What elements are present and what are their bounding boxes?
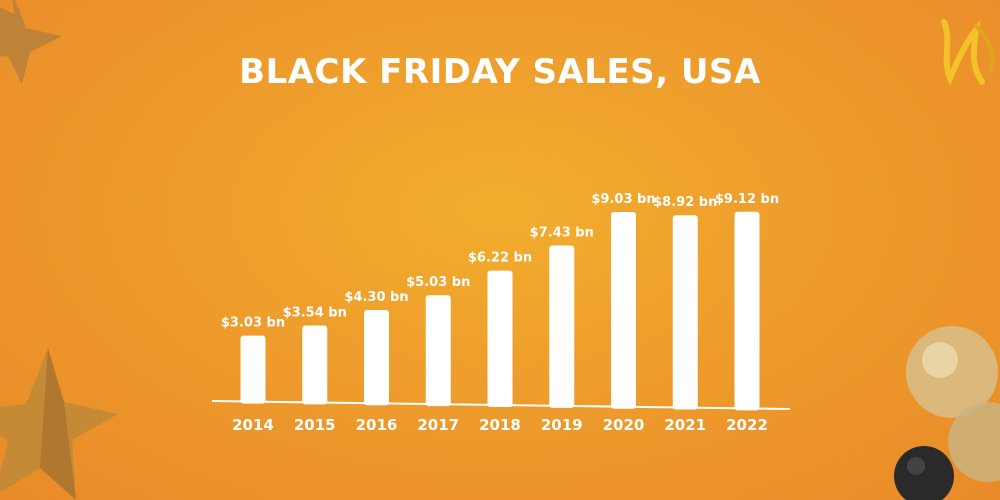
- data-label-2015: $3.54 bn: [283, 305, 347, 320]
- x-tick-label-2021: 2021: [664, 416, 706, 434]
- data-label-2019: $7.43 bn: [530, 225, 594, 240]
- data-label-2017: $5.03 bn: [406, 275, 470, 290]
- data-label-2014: $3.03 bn: [221, 316, 285, 331]
- data-label-2018: $6.22 bn: [468, 251, 532, 266]
- chart-title: BLACK FRIDAY SALES, USA: [239, 52, 761, 92]
- data-label-2020: $9.03 bn: [591, 192, 655, 207]
- bar-2020: [611, 212, 636, 409]
- x-tick-label-2014: 2014: [232, 416, 274, 434]
- data-labels-group: $3.03 bn$3.54 bn$4.30 bn$5.03 bn $6.22 bn…: [221, 192, 779, 331]
- bar-2021: [672, 215, 698, 410]
- bar-2014: [240, 335, 266, 404]
- bar-2019: [549, 245, 575, 408]
- x-tick-label-2017: 2017: [417, 416, 459, 434]
- x-tick-label-2018: 2018: [479, 416, 521, 434]
- x-tick-label-2019: 2019: [541, 416, 583, 434]
- bar-2016: [364, 310, 389, 406]
- x-tick-label-2022: 2022: [726, 416, 768, 434]
- data-label-2022: $9.12 bn: [715, 192, 779, 207]
- x-tick-label-2016: 2016: [356, 416, 398, 434]
- data-label-2016: $4.30 bn: [344, 290, 408, 305]
- bar-2018: [487, 270, 513, 407]
- bar-2015: [302, 325, 328, 405]
- bar-2022: [734, 211, 760, 411]
- data-label-2021: $8.92 bn: [653, 195, 717, 210]
- x-tick-label-2020: 2020: [603, 416, 645, 434]
- bars-group: [240, 211, 760, 411]
- x-tick-label-2015: 2015: [294, 416, 336, 434]
- x-tick-labels-group: 2014 2015 2016 2017 2018 2019 2020 2021 2022: [232, 416, 768, 434]
- bar-2017: [425, 295, 451, 407]
